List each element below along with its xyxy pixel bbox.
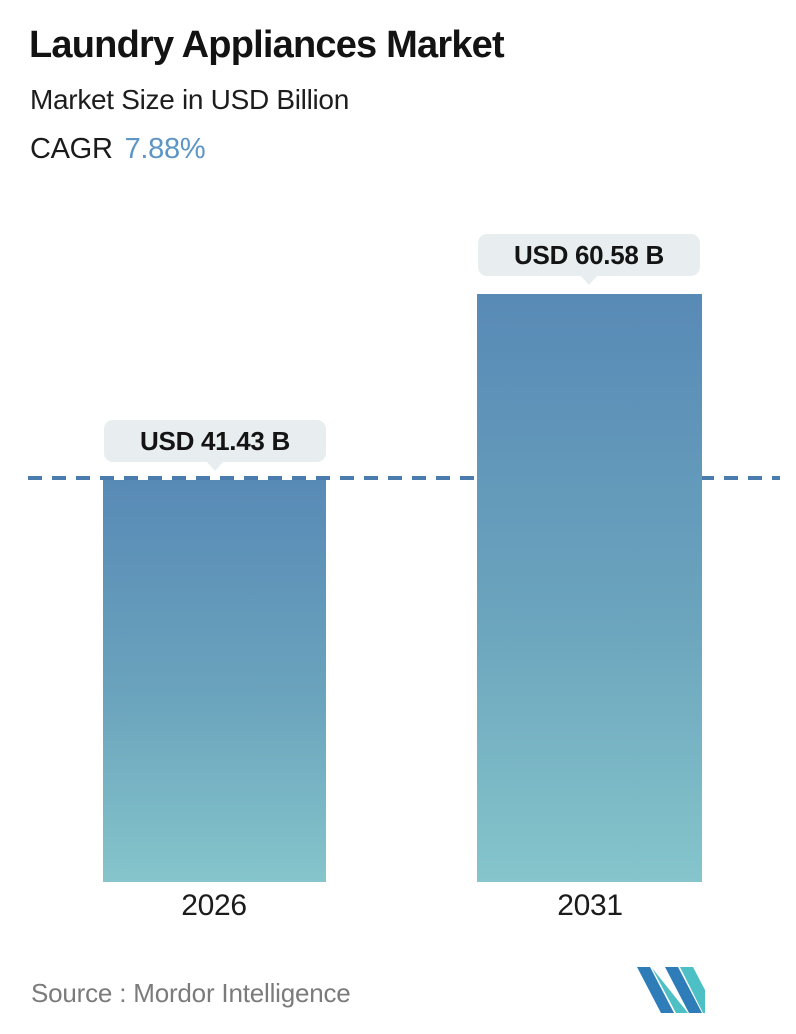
x-axis-label-2031: 2031 (557, 889, 623, 922)
cagr-row: CAGR 7.88% (30, 133, 206, 166)
logo-blue-stripe-left (637, 967, 674, 1013)
bar-2031 (477, 294, 702, 882)
source-text: Source : Mordor Intelligence (31, 978, 351, 1008)
x-axis-label-2026: 2026 (181, 889, 247, 922)
value-label-2026: USD 41.43 B (104, 420, 326, 471)
chart-subtitle: Market Size in USD Billion (30, 84, 349, 115)
logo-teal-stripe-right (680, 967, 705, 1013)
logo-teal-triangle (652, 968, 688, 1013)
page-title: Laundry Appliances Market (29, 24, 505, 66)
cagr-value: 7.88% (124, 133, 206, 165)
bar-2026 (103, 480, 326, 882)
cagr-label: CAGR (30, 133, 113, 165)
reference-dashed-line (28, 476, 780, 480)
value-label-2031: USD 60.58 B (478, 234, 700, 285)
mordor-intelligence-logo (637, 967, 705, 1013)
logo-blue-stripe-right (665, 967, 702, 1013)
